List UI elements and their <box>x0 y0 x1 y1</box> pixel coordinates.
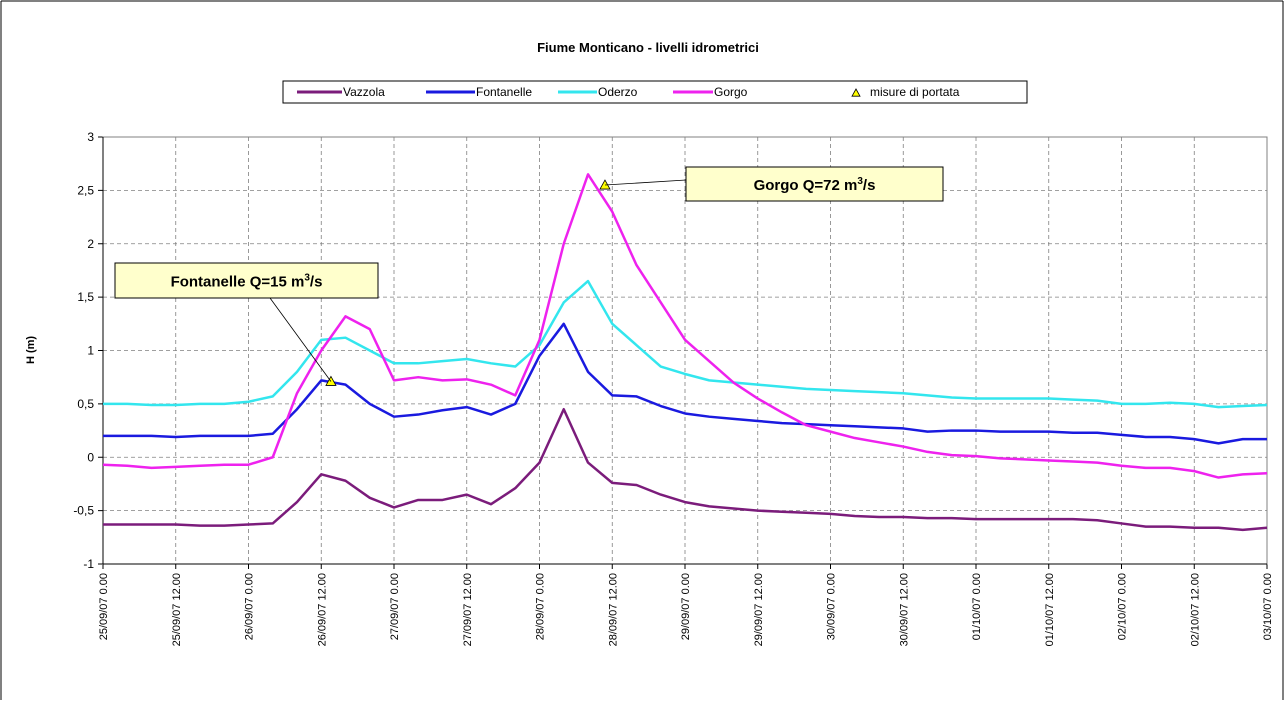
series-line <box>103 407 1268 532</box>
x-tick-label: 26/09/07 0.00 <box>244 573 256 640</box>
y-tick-label: 2,5 <box>77 183 94 197</box>
x-tick-label: 30/09/07 12.00 <box>898 573 910 646</box>
y-tick-label: -0,5 <box>73 504 94 518</box>
annotation-text: Gorgo Q=72 m3/s <box>754 176 876 194</box>
annotation-text-part: Gorgo Q=72 m <box>754 177 858 194</box>
annotation-text-part: 3 <box>304 273 310 284</box>
legend-label: Vazzola <box>343 85 385 99</box>
x-tick-label: 28/09/07 12.00 <box>607 573 619 646</box>
legend-label: Gorgo <box>714 85 748 99</box>
x-tick-label: 30/09/07 0.00 <box>826 573 838 640</box>
y-tick-label: 2 <box>87 237 94 251</box>
y-tick-label: 1,5 <box>77 290 94 304</box>
x-tick-label: 29/09/07 0.00 <box>680 573 692 640</box>
x-tick-label: 25/09/07 0.00 <box>98 573 110 640</box>
y-axis-label: H (m) <box>25 336 37 364</box>
legend-box <box>282 80 1028 104</box>
legend-label: misure di portata <box>870 85 960 99</box>
annotation-text-part: Fontanelle Q=15 m <box>171 274 305 291</box>
annotation-text-part: 3 <box>857 176 863 187</box>
x-tick-label: 26/09/07 12.00 <box>316 573 328 646</box>
legend-label: Fontanelle <box>476 85 532 99</box>
legend-marker <box>851 88 861 97</box>
x-tick-label: 28/09/07 0.00 <box>535 573 547 640</box>
y-tick-label: 0 <box>87 450 94 464</box>
callout-line <box>604 179 687 186</box>
y-tick-label: 1 <box>87 344 94 358</box>
series-line <box>102 173 1268 479</box>
annotation-box <box>114 262 379 299</box>
y-tick-label: -1 <box>83 557 94 571</box>
annotation-box <box>685 166 944 202</box>
series-line <box>103 279 1268 409</box>
x-tick-label: 01/10/07 0.00 <box>971 573 983 640</box>
x-tick-label: 27/09/07 12.00 <box>462 573 474 646</box>
chart-title: Fiume Monticano - livelli idrometrici <box>537 40 759 55</box>
x-tick-label: 03/10/07 0.00 <box>1262 573 1274 640</box>
annotation-text: Fontanelle Q=15 m3/s <box>171 273 323 291</box>
y-tick-label: 0,5 <box>77 397 94 411</box>
x-tick-label: 29/09/07 12.00 <box>753 573 765 646</box>
callout-line <box>269 297 332 382</box>
y-tick-label: 3 <box>87 130 94 144</box>
x-tick-label: 01/10/07 12.00 <box>1044 573 1056 646</box>
x-tick-label: 25/09/07 12.00 <box>171 573 183 646</box>
annotation-text-part: /s <box>310 274 323 291</box>
annotation-text-part: /s <box>863 177 876 194</box>
x-tick-label: 27/09/07 0.00 <box>389 573 401 640</box>
x-tick-label: 02/10/07 0.00 <box>1117 573 1129 640</box>
legend-label: Oderzo <box>598 85 638 99</box>
series-line <box>103 322 1267 445</box>
x-tick-label: 02/10/07 12.00 <box>1189 573 1201 646</box>
